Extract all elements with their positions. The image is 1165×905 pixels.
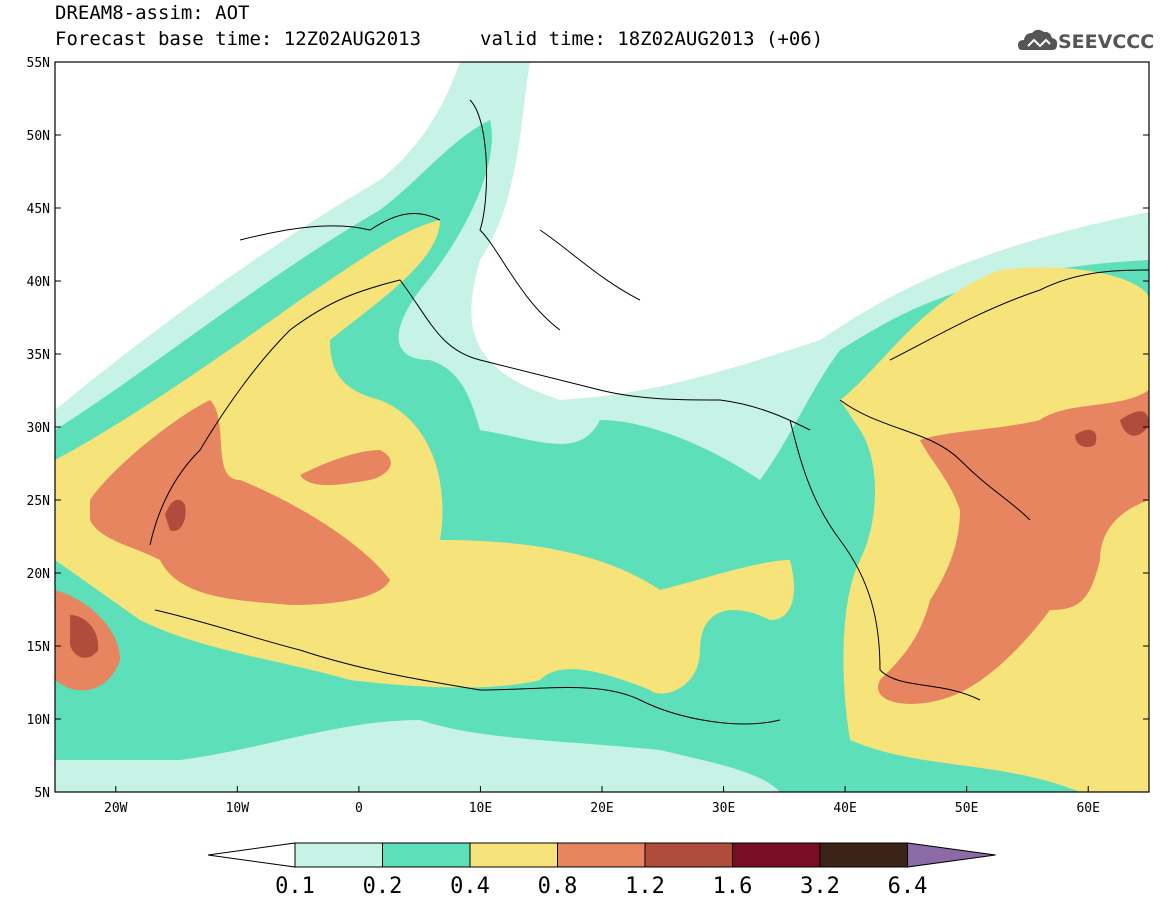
lat-label: 50N	[27, 129, 50, 144]
cloud-icon	[1018, 29, 1058, 50]
colorbar-box	[294, 842, 383, 868]
colorbar-level-label: 1.6	[712, 874, 753, 899]
lat-label: 45N	[27, 202, 50, 217]
lon-label: 10E	[469, 801, 492, 816]
colorbar-over-arrow	[907, 842, 996, 868]
latitude-ticks: 55N 50N 45N 40N 35N 30N 25N 20N 15N 10N 5N	[27, 56, 1149, 801]
lon-label: 50E	[955, 801, 978, 816]
lon-label: 20W	[104, 801, 128, 816]
colorbar-level-label: 0.2	[362, 874, 403, 899]
colorbar-level-label: 0.8	[537, 874, 578, 899]
aot-fields	[55, 62, 1149, 792]
lat-label: 35N	[27, 348, 50, 363]
lon-label: 40E	[833, 801, 856, 816]
band-0.4	[55, 220, 1149, 792]
colorbar-box	[819, 842, 908, 868]
lat-label: 5N	[34, 786, 50, 801]
colorbar	[207, 842, 996, 868]
coastlines	[149, 99, 1149, 725]
colorbar-box	[644, 842, 733, 868]
lon-label: 20E	[590, 801, 613, 816]
colorbar-box	[382, 842, 471, 868]
valid-time: valid time: 18Z02AUG2013 (+06)	[480, 28, 824, 50]
lat-label: 20N	[27, 567, 50, 582]
lat-label: 30N	[27, 421, 50, 436]
colorbar-level-label: 0.1	[275, 874, 315, 899]
seevccc-logo: SEEVCCC	[1058, 31, 1155, 53]
lat-label: 15N	[27, 640, 50, 655]
lon-label: 30E	[712, 801, 735, 816]
colorbar-level-label: 1.2	[625, 874, 665, 899]
colorbar-box	[557, 842, 646, 868]
colorbar-under-arrow	[207, 842, 296, 868]
lat-label: 10N	[27, 713, 50, 728]
lon-label: 10W	[226, 801, 250, 816]
lat-label: 40N	[27, 275, 50, 290]
colorbar-level-label: 6.4	[887, 874, 928, 899]
lon-label: 60E	[1076, 801, 1099, 816]
longitude-ticks: 20W 10W 0 10E 20E 30E 40E 50E 60E	[104, 786, 1100, 816]
lat-label: 55N	[27, 56, 50, 71]
colorbar-box	[732, 842, 821, 868]
colorbar-level-label: 3.2	[800, 874, 840, 899]
map-title: DREAM8-assim: AOT	[55, 2, 250, 24]
forecast-base-time: Forecast base time: 12Z02AUG2013	[55, 28, 422, 50]
lat-label: 25N	[27, 494, 50, 509]
band-0.8	[55, 390, 1149, 704]
colorbar-level-label: 0.4	[450, 874, 490, 899]
colorbar-box	[469, 842, 558, 868]
lon-label: 0	[355, 801, 363, 816]
